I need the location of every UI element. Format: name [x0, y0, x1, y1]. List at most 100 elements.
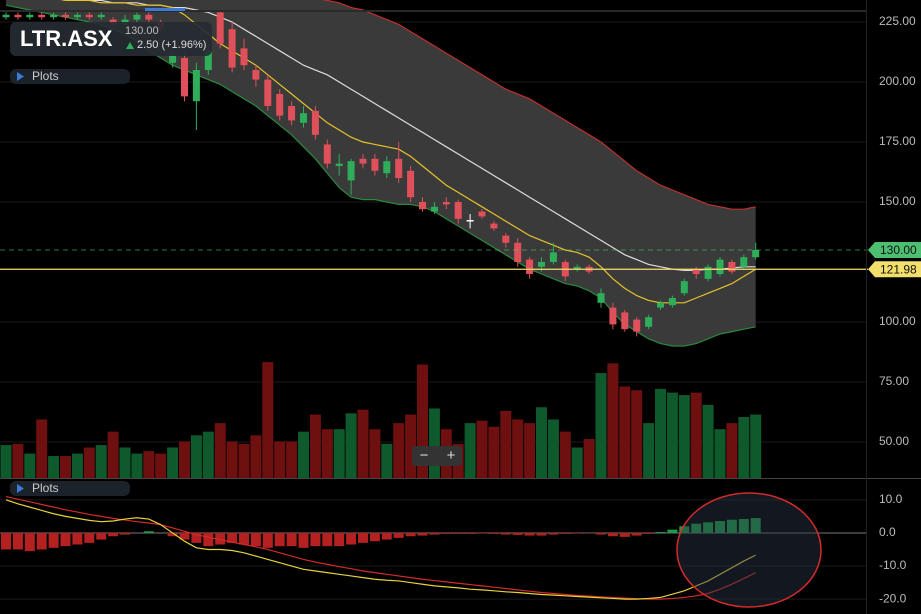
histogram-bar [108, 532, 119, 537]
histogram-bar [310, 532, 321, 547]
volume-bar [274, 441, 286, 478]
histogram-bar [726, 519, 737, 533]
histogram-bar [643, 532, 654, 534]
volume-bar [71, 453, 83, 478]
plots-label: Plots [32, 69, 59, 83]
volume-bar [226, 441, 238, 478]
histogram-bar [703, 522, 714, 533]
plots-label: Plots [32, 481, 59, 495]
histogram-bar [429, 532, 440, 535]
candle-body [454, 202, 462, 219]
volume-bar [321, 429, 333, 478]
histogram-bar [358, 532, 368, 543]
histogram-bar [369, 532, 380, 542]
histogram-bar [262, 532, 273, 548]
zoom-out-button[interactable]: − [420, 447, 429, 464]
volume-bar [12, 443, 24, 478]
histogram-bar [500, 532, 511, 535]
histogram-bar [405, 532, 416, 537]
histogram-bar [96, 532, 107, 540]
candle-body [181, 58, 188, 97]
band-middle [72, 0, 756, 272]
candle-body [204, 50, 212, 71]
histogram-bar [655, 531, 666, 533]
volume-bar [83, 447, 95, 478]
histogram-bar [524, 532, 535, 536]
histogram-bar [215, 532, 226, 545]
volume-bar [500, 410, 512, 478]
candle-body [526, 259, 534, 275]
histogram-bar [393, 532, 404, 538]
histogram-bar [381, 532, 392, 540]
candle-body [430, 206, 438, 212]
plots-toggle[interactable] [10, 481, 130, 496]
volume-bar [345, 413, 357, 478]
histogram-bar [477, 532, 487, 534]
volume-bar [190, 435, 202, 478]
histogram-bar [536, 532, 547, 536]
volume-bar [583, 438, 595, 478]
signal-line [5, 495, 756, 600]
candle-body [668, 298, 676, 306]
volume-bar [119, 447, 131, 478]
volume-bar [214, 423, 226, 478]
candle-body [728, 262, 736, 272]
candle-body [716, 259, 724, 275]
candle-body [752, 250, 760, 258]
volume-bar [250, 435, 262, 478]
candle-body [300, 113, 307, 123]
candle-body [264, 79, 272, 107]
histogram-bar [143, 531, 154, 533]
volume-bar [702, 404, 714, 478]
y-tick-label: -10.0 [879, 558, 907, 572]
symbol-box [10, 22, 212, 56]
histogram-bar [179, 532, 190, 540]
candle-body [383, 161, 391, 174]
plots-toggle[interactable] [10, 69, 130, 84]
last-price: 130.00 [125, 25, 159, 37]
candle-body [645, 317, 653, 327]
volume-bar [666, 392, 678, 478]
candle-body [228, 29, 236, 68]
volume-bar [36, 419, 48, 478]
volume-bar [262, 362, 274, 478]
histogram-bar [465, 532, 476, 534]
volume-bar [738, 417, 750, 478]
candle-body [680, 281, 688, 294]
zoom-in-button[interactable]: + [447, 447, 456, 464]
histogram-bar [512, 532, 523, 535]
volume-bar [179, 441, 190, 478]
y-tick-label: 75.00 [879, 374, 909, 388]
volume-bar [678, 395, 690, 478]
price-label: 121.98 [880, 262, 917, 276]
scroll-indicator[interactable] [145, 8, 185, 11]
band-ema [60, 0, 757, 304]
histogram-bar [679, 526, 690, 533]
candle-body [704, 266, 712, 279]
histogram-bar [167, 532, 178, 537]
volume-bar [393, 423, 405, 478]
volume-bar [107, 431, 119, 478]
volume-bar [369, 429, 381, 478]
volume-buttons [412, 446, 462, 466]
volume-bar [309, 414, 321, 478]
histogram-bar [441, 532, 452, 534]
candle-body [419, 202, 426, 210]
volume-bar [631, 390, 643, 478]
candle-body [216, 12, 224, 44]
candle-body [145, 14, 153, 20]
histogram-bar [191, 532, 202, 543]
volume-bar [726, 423, 738, 478]
histogram-bar [738, 519, 749, 533]
candle-body [490, 223, 498, 229]
histogram-bar [322, 532, 333, 547]
volume-bar [524, 423, 536, 478]
histogram-bar [274, 532, 285, 547]
candle-body [692, 269, 700, 275]
volume-bar [95, 445, 107, 478]
histogram-bar [619, 532, 630, 537]
volume-bar [464, 423, 476, 478]
histogram-bar [750, 518, 761, 533]
volume-bar [559, 431, 571, 478]
